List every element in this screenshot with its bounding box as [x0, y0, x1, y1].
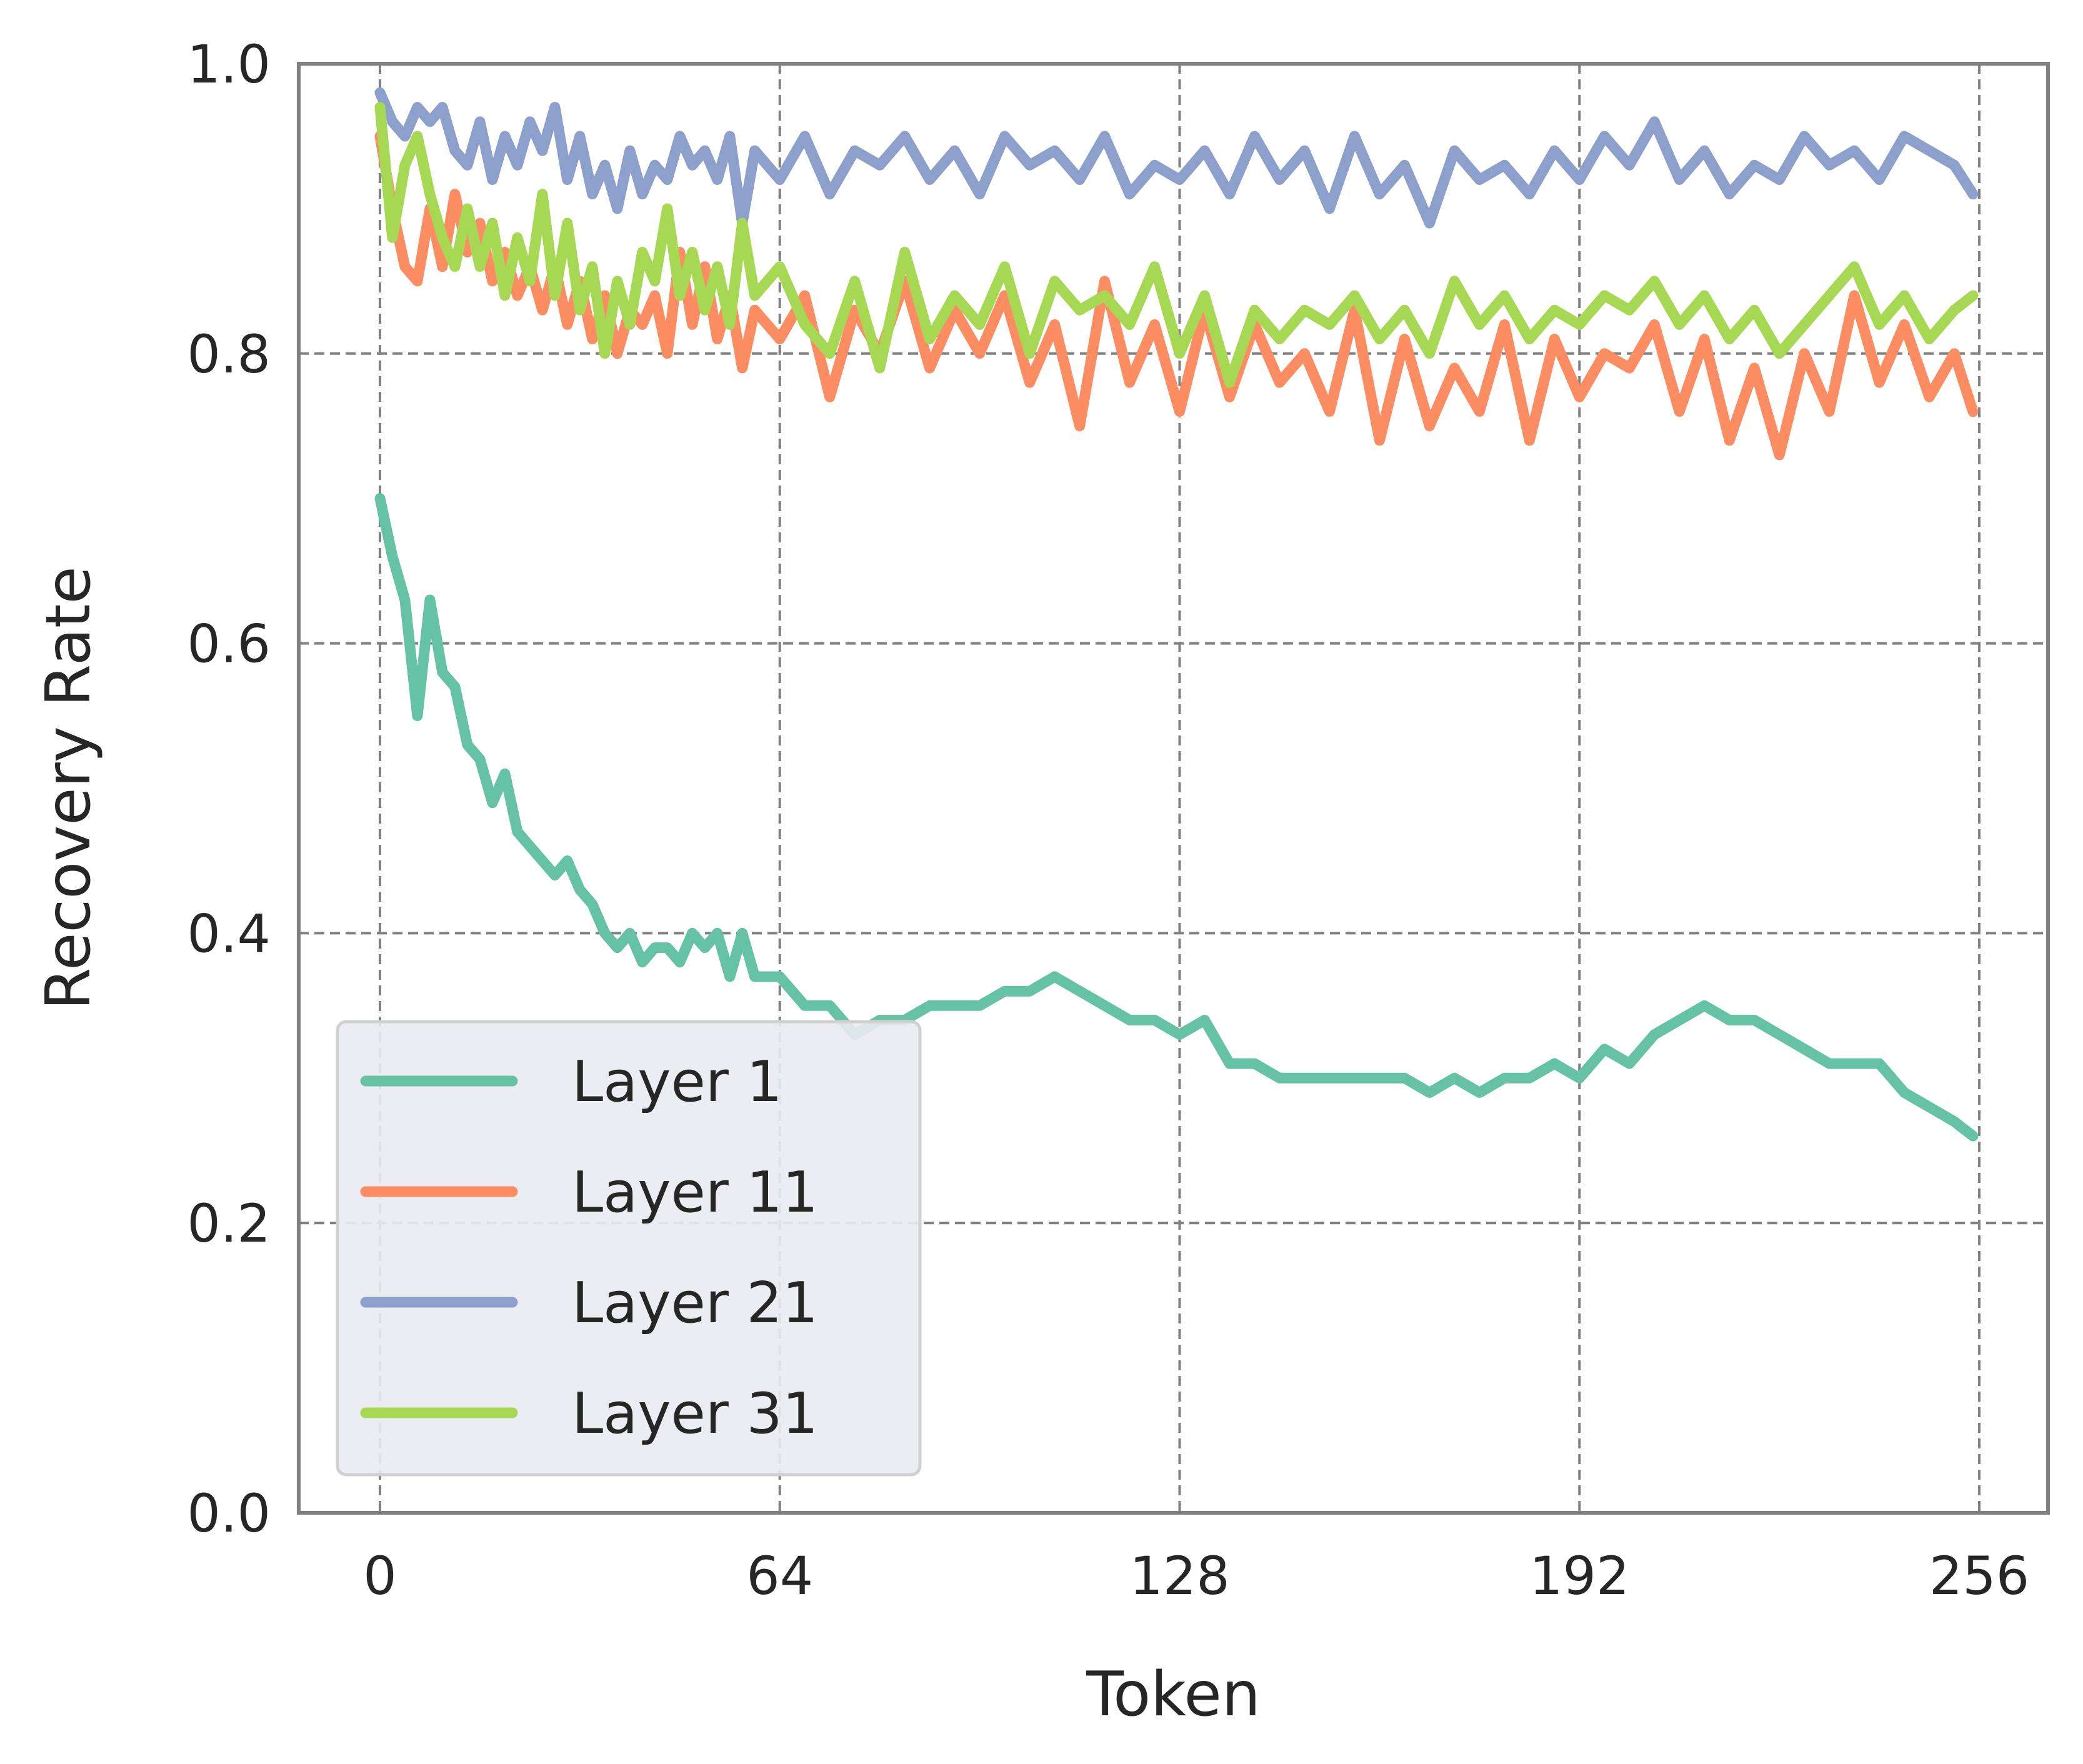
legend-box: [336, 1020, 922, 1477]
legend-label-layer-3: Layer 21: [572, 1270, 818, 1336]
plot-frame: [297, 62, 2050, 1515]
tick-labels: 0 64 128 192 256 0.0 0.2 0.4 0.6 0.8 1.0: [187, 34, 2029, 1607]
series-lines: [374, 87, 1979, 1142]
y-tick-label: 0.6: [187, 614, 271, 675]
x-tick-label: 256: [1929, 1545, 2029, 1607]
y-tick-label: 0.0: [187, 1483, 271, 1544]
series-line-layer-1: [374, 493, 1979, 1142]
legend: Layer 1 Layer 11 Layer 21 Layer 31: [336, 1020, 922, 1477]
legend-label-layer-1: Layer 1: [572, 1049, 782, 1115]
y-tick-label: 1.0: [187, 34, 271, 95]
x-tick-label: 0: [363, 1545, 396, 1607]
x-axis-label: Token: [1086, 1659, 1261, 1730]
y-tick-label: 0.2: [187, 1193, 271, 1254]
y-axis-label: Recovery Rate: [33, 566, 104, 1010]
y-tick-label: 0.8: [187, 324, 271, 385]
x-tick-label: 192: [1529, 1545, 1629, 1607]
x-tick-label: 128: [1129, 1545, 1229, 1607]
series-line-layer-4: [374, 102, 1979, 388]
legend-label-layer-2: Layer 11: [572, 1160, 818, 1225]
series-line-layer-2: [374, 131, 1979, 461]
y-tick-label: 0.4: [187, 903, 271, 964]
legend-label-layer-4: Layer 31: [572, 1381, 818, 1447]
series-line-layer-3: [374, 87, 1979, 229]
x-tick-label: 64: [746, 1545, 813, 1607]
